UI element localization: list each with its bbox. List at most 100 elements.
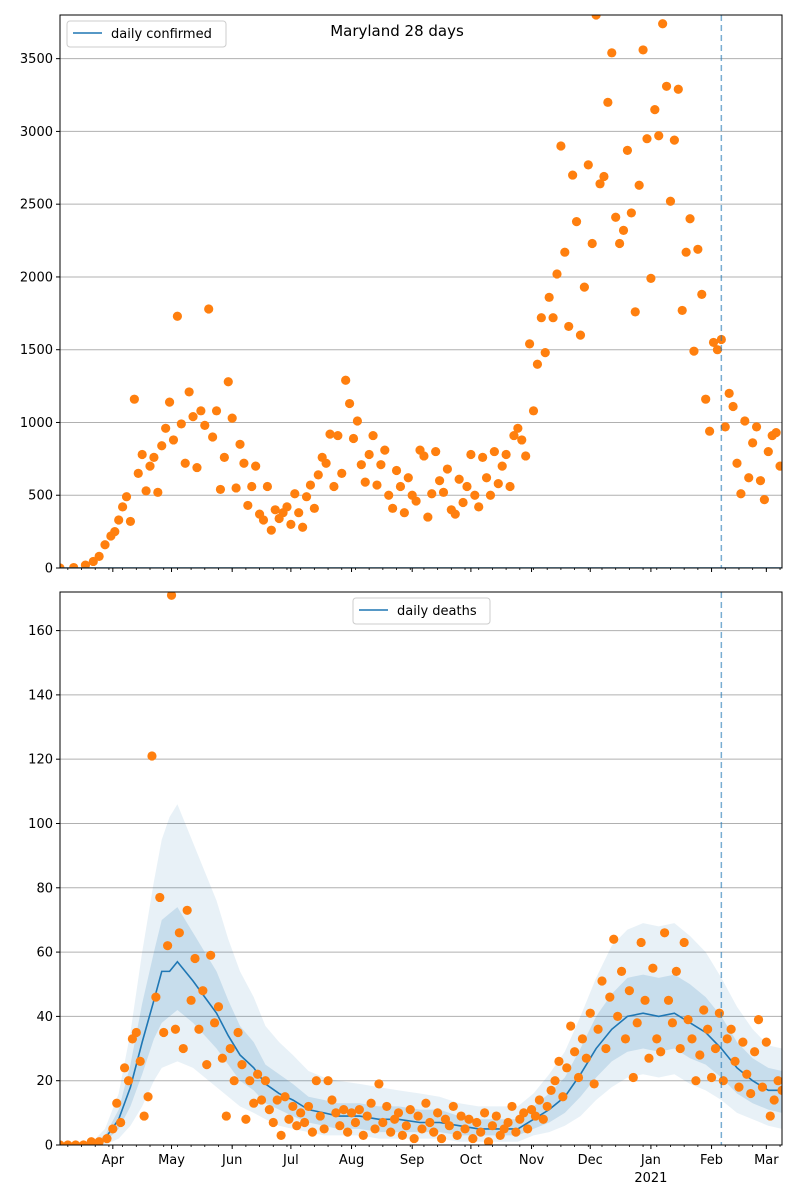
data-point xyxy=(638,45,648,55)
data-point xyxy=(587,238,597,249)
y-tick-label: 1000 xyxy=(20,416,53,431)
data-point xyxy=(153,487,163,497)
data-point xyxy=(493,478,503,489)
data-point xyxy=(182,905,192,915)
data-point xyxy=(121,492,132,502)
data-point xyxy=(135,1056,145,1067)
data-point xyxy=(217,1053,228,1063)
data-point xyxy=(681,247,691,257)
confirmed-y-ticks: 0 500 1000 1500 2000 2500 3000 3500 xyxy=(20,52,60,577)
deaths-legend: daily deaths xyxy=(352,597,491,625)
data-point xyxy=(734,1082,744,1092)
data-point xyxy=(618,225,629,235)
data-point xyxy=(272,1095,282,1105)
data-point xyxy=(560,247,570,257)
data-point xyxy=(708,337,719,348)
data-point xyxy=(642,134,652,144)
y-tick-label: 1500 xyxy=(20,343,53,358)
x-tick-label: Mar xyxy=(754,1153,779,1168)
data-point xyxy=(460,1124,470,1134)
data-point xyxy=(159,1027,169,1038)
data-point xyxy=(221,1111,231,1121)
data-point xyxy=(601,1043,611,1054)
data-point xyxy=(489,446,499,457)
data-point xyxy=(419,451,429,461)
data-point xyxy=(325,429,335,439)
data-point xyxy=(249,1098,259,1108)
data-point xyxy=(538,1114,548,1124)
data-point xyxy=(114,515,124,525)
data-point xyxy=(131,1027,141,1038)
data-point xyxy=(391,465,402,476)
data-point xyxy=(376,460,386,470)
data-point xyxy=(513,423,523,433)
data-point xyxy=(675,1043,685,1054)
data-point xyxy=(405,1105,415,1115)
data-point xyxy=(341,375,351,385)
data-point xyxy=(476,1127,486,1137)
data-point xyxy=(751,422,762,432)
deaths-axes-frame xyxy=(59,591,783,1146)
data-point xyxy=(155,892,165,903)
data-point xyxy=(546,1085,556,1095)
data-point xyxy=(260,1076,271,1086)
confirmed-legend-box xyxy=(66,20,227,48)
data-point xyxy=(401,1121,411,1131)
data-point xyxy=(161,423,171,433)
data-point xyxy=(622,145,633,155)
data-point xyxy=(202,1060,212,1070)
data-point xyxy=(534,1095,544,1105)
data-point xyxy=(374,1079,384,1089)
data-point xyxy=(616,966,627,976)
data-point xyxy=(307,1127,318,1137)
data-point xyxy=(243,500,253,511)
data-point xyxy=(209,1018,220,1028)
data-point xyxy=(343,1127,353,1137)
data-point xyxy=(329,481,339,492)
data-point xyxy=(753,1015,764,1025)
data-point xyxy=(108,1124,118,1134)
data-point xyxy=(656,1047,666,1057)
data-point xyxy=(636,937,646,948)
data-point xyxy=(170,1024,181,1034)
data-point xyxy=(86,1137,96,1145)
data-point xyxy=(669,135,679,145)
data-point xyxy=(661,81,672,91)
data-point xyxy=(356,460,366,470)
data-point xyxy=(730,1056,740,1067)
data-point xyxy=(573,1072,584,1083)
data-point xyxy=(564,321,574,332)
data-point xyxy=(251,461,261,471)
data-point xyxy=(614,238,625,249)
data-point xyxy=(585,1008,595,1018)
data-point xyxy=(485,490,496,500)
data-point xyxy=(63,1140,73,1145)
data-point xyxy=(650,104,660,115)
data-point xyxy=(303,1101,314,1112)
data-point xyxy=(227,413,237,423)
data-point xyxy=(384,490,394,500)
data-point xyxy=(395,481,406,492)
data-point xyxy=(491,1111,501,1121)
data-point xyxy=(579,282,589,292)
data-point xyxy=(626,208,636,218)
data-point xyxy=(71,1140,81,1145)
data-point xyxy=(431,446,441,457)
data-point xyxy=(362,1111,372,1121)
data-point xyxy=(112,1098,122,1108)
data-point xyxy=(176,419,186,429)
data-point xyxy=(479,1108,490,1118)
data-point xyxy=(648,963,658,973)
data-point xyxy=(421,1098,431,1108)
data-point xyxy=(481,473,492,483)
data-point xyxy=(509,430,519,441)
data-point xyxy=(296,1108,306,1118)
data-point xyxy=(620,1034,631,1044)
data-point xyxy=(611,212,621,222)
data-point xyxy=(151,992,161,1002)
confirmed-x-ticks xyxy=(67,568,781,572)
data-point xyxy=(658,19,668,29)
data-point xyxy=(382,1101,392,1112)
y-tick-label: 20 xyxy=(36,1074,53,1089)
data-point xyxy=(644,1053,654,1063)
